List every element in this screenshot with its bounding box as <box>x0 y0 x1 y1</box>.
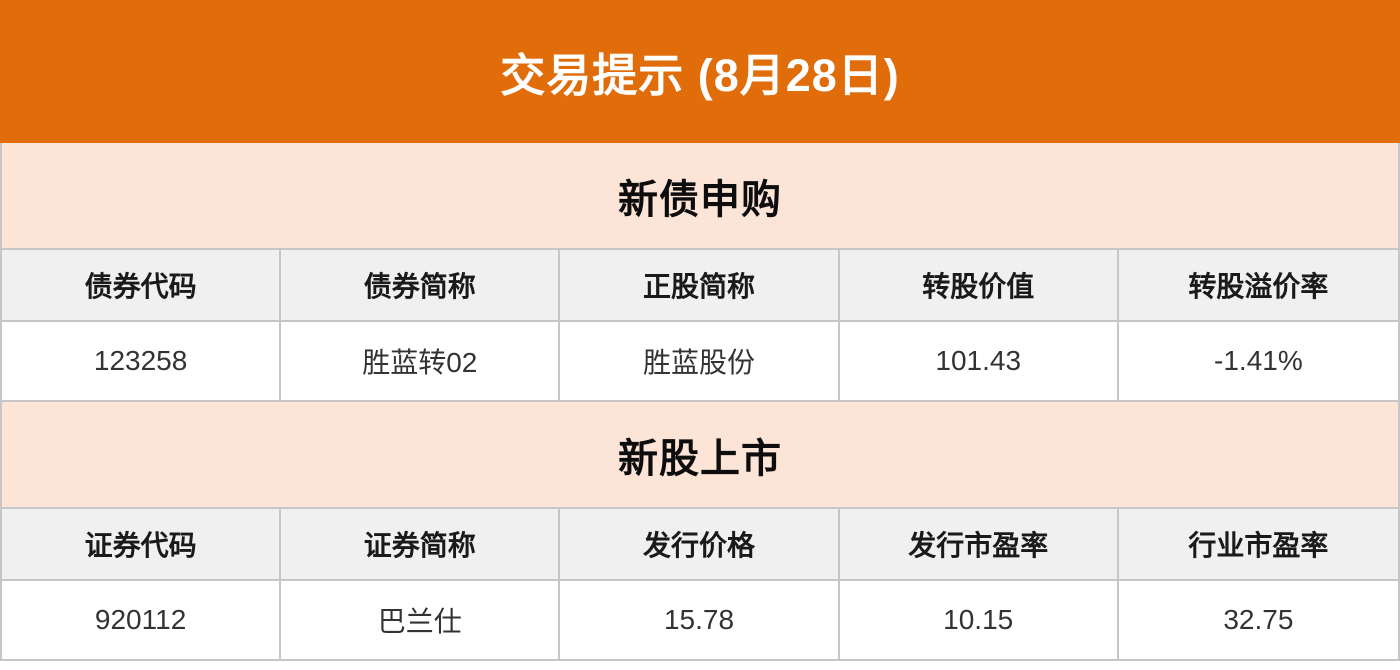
table-board: 新债申购 债券代码 债券简称 正股简称 转股价值 转股溢价率 123258 胜蓝… <box>0 143 1400 661</box>
column-header-conversion-premium: 转股溢价率 <box>1118 250 1398 322</box>
industry-pe-ratio-value: 32.75 <box>1118 581 1398 661</box>
banner: 交易提示 (8月28日) <box>0 0 1400 143</box>
conversion-value-value: 101.43 <box>839 322 1119 402</box>
issue-pe-ratio-value: 10.15 <box>839 581 1119 661</box>
column-header-security-name: 证券简称 <box>281 509 561 581</box>
column-header-security-code: 证券代码 <box>2 509 282 581</box>
column-header-industry-pe-ratio: 行业市盈率 <box>1118 509 1398 581</box>
column-header-bond-name: 债券简称 <box>281 250 561 322</box>
column-header-issue-pe-ratio: 发行市盈率 <box>839 509 1119 581</box>
section-title-new-stock-listing: 新股上市 <box>2 402 1398 509</box>
security-code-value: 920112 <box>2 581 282 661</box>
section-title-new-bond-subscription: 新债申购 <box>2 143 1398 250</box>
column-header-conversion-value: 转股价值 <box>839 250 1119 322</box>
conversion-premium-value: -1.41% <box>1118 322 1398 402</box>
bond-code-value: 123258 <box>2 322 282 402</box>
column-header-issue-price: 发行价格 <box>560 509 840 581</box>
bond-name-value: 胜蓝转02 <box>281 322 561 402</box>
stock-name-value: 胜蓝股份 <box>560 322 840 402</box>
column-header-stock-name: 正股简称 <box>560 250 840 322</box>
page-title: 交易提示 (8月28日) <box>500 50 900 101</box>
new-stock-table: 证券代码 证券简称 发行价格 发行市盈率 行业市盈率 920112 巴兰仕 15… <box>2 509 1398 661</box>
new-bond-table: 债券代码 债券简称 正股简称 转股价值 转股溢价率 123258 胜蓝转02 胜… <box>2 250 1398 402</box>
issue-price-value: 15.78 <box>560 581 840 661</box>
security-name-value: 巴兰仕 <box>281 581 561 661</box>
column-header-bond-code: 债券代码 <box>2 250 282 322</box>
